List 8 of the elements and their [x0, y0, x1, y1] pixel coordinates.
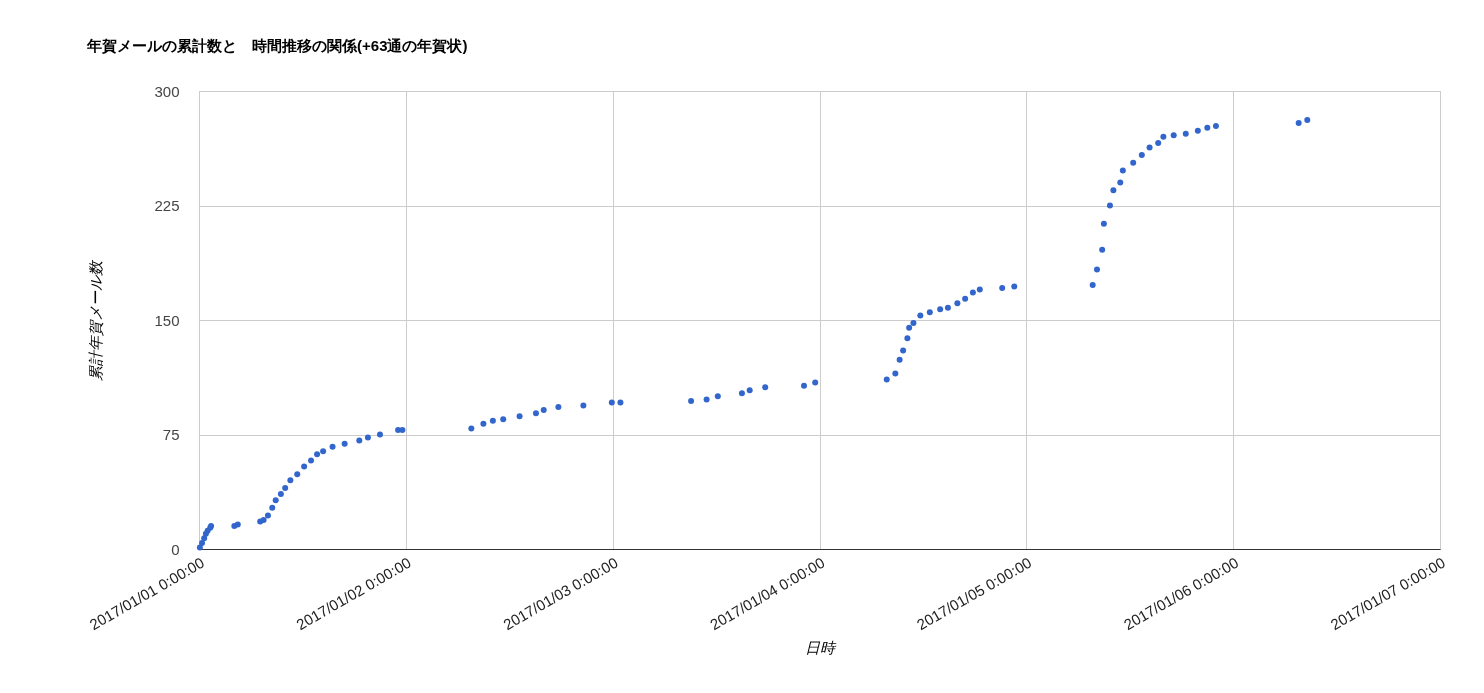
y-tick-label: 225: [154, 197, 180, 214]
y-axis-title: 累計年賀メール数: [87, 258, 105, 381]
y-tick-label: 0: [171, 540, 180, 558]
x-axis-title: 日時: [805, 639, 837, 657]
chart-title: 年賀メールの累計数と 時間推移の関係(+63通の年賀状): [86, 37, 468, 55]
y-tick-label: 75: [162, 426, 180, 443]
y-tick-label: 300: [154, 82, 180, 100]
y-tick-label: 150: [154, 311, 180, 329]
